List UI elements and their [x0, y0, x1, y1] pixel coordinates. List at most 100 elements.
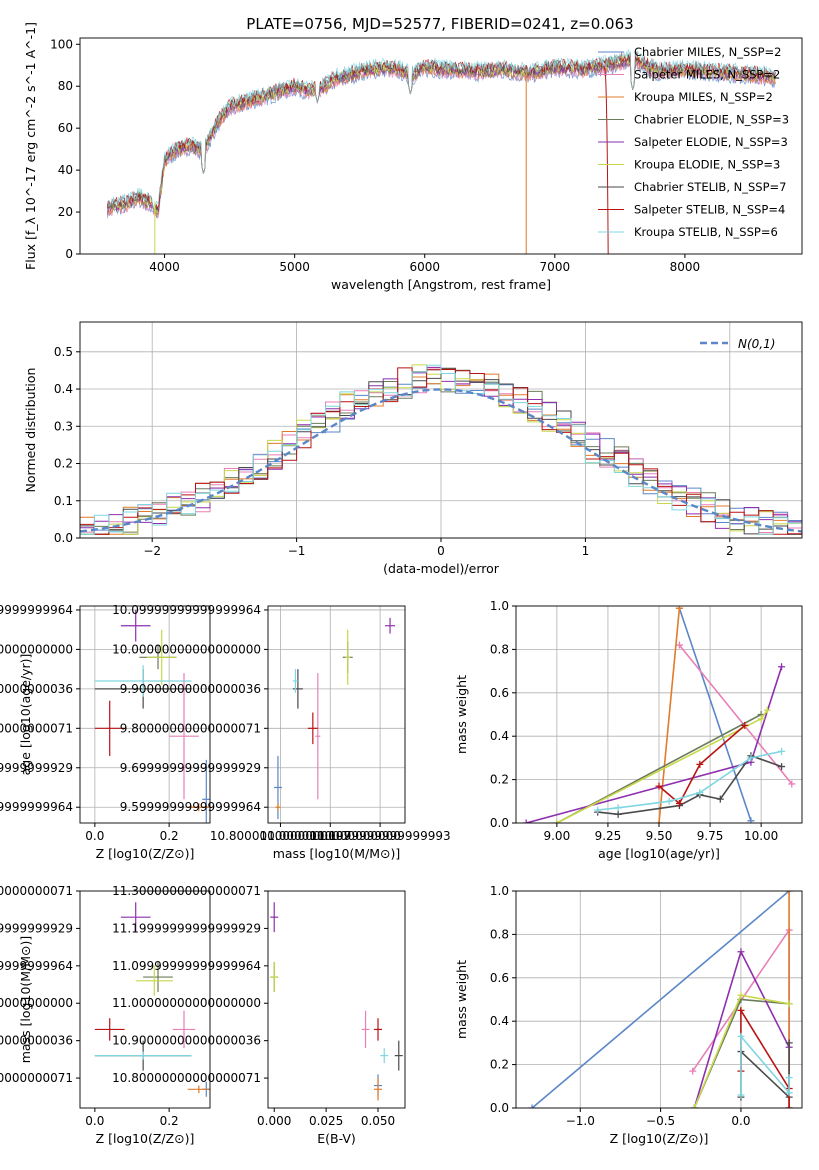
weight-vs-Z-ylabel: mass weight	[454, 960, 469, 1039]
weight-vs-age-marker-kroupa_stelib-1	[614, 804, 622, 812]
mass-vs-ebv-axes: 0.000 0.025 0.050 10.80000000000000071 10.90…	[112, 884, 406, 1146]
weight-vs-age-marker-chabrier_stelib-4	[716, 795, 724, 803]
normal-curve	[80, 388, 802, 533]
x-tick-label-4: 2	[726, 544, 734, 558]
mass-vs-Z-ylabel: mass [log10(M/M⊙)]	[18, 936, 33, 1064]
residuals-plot-area	[80, 364, 802, 535]
y-tick-label-4: 0.4	[54, 382, 73, 396]
legend-label-kroupa_elodie: Kroupa ELODIE, N_SSP=3	[634, 158, 780, 172]
y-tick-label-0: 0.0	[54, 531, 73, 545]
y-tick-label-4: 11.19999999999999929	[0, 921, 73, 935]
hist-kroupa_elodie	[80, 364, 802, 535]
y-tick-label-5: 11.30000000000000071	[112, 884, 261, 898]
y-tick-label-1: 9.69999999999999929	[0, 761, 73, 775]
y-tick-label-4: 0.8	[490, 642, 509, 656]
weight-vs-Z-marker-chabrier_stelib-3	[785, 1039, 793, 1047]
panel-age-vs-Z: 0.0 0.2 9.59999999999999964 9.6999999999999…	[0, 603, 211, 861]
weight-vs-Z-marker-kroupa_elodie-2	[785, 1000, 793, 1008]
weight-vs-Z-marker-kroupa_miles-1	[785, 891, 793, 895]
mass-vs-Z-point-chabrier_elodie	[143, 962, 173, 993]
weight-vs-age-marker-kroupa_stelib-2	[665, 797, 673, 805]
y-tick-label-3: 11.09999999999999964	[112, 959, 261, 973]
weight-vs-Z-marker-salpeter_elodie-1	[737, 948, 745, 956]
weight-vs-age-marker-kroupa_miles-0	[655, 819, 663, 823]
y-tick-label-0: 9.59999999999999964	[0, 800, 73, 814]
weight-vs-age-marker-chabrier_miles-1	[747, 817, 755, 823]
age-vs-Z-point-salpeter_stelib	[94, 700, 125, 756]
residuals-ylabel: Normed distribution	[23, 368, 38, 493]
x-tick-label-1: 0.025	[309, 1114, 343, 1128]
age-vs-Z-point-kroupa_miles	[187, 803, 210, 812]
age-vs-Z-point-salpeter_miles	[169, 673, 199, 800]
y-tick-label-0: 10.80000000000000071	[112, 1071, 261, 1085]
x-tick-label-0: 0.000	[257, 1114, 291, 1128]
mass-vs-ebv-point-kroupa_elodie	[270, 962, 279, 993]
y-tick-label-0: 0.0	[490, 1101, 509, 1115]
y-tick-label-1: 10.90000000000000036	[112, 1034, 261, 1048]
weight-vs-age-marker-salpeter_miles-1	[788, 780, 796, 788]
spectrum-plot-area	[106, 48, 776, 254]
y-tick-label-1: 0.1	[54, 494, 73, 508]
y-tick-label-3: 0.3	[54, 419, 73, 433]
panel-residuals: −2 −1 0 1 2 0.0 0.1 0.2 0.3 0.4 0.5 (data-model)/er…	[23, 321, 803, 576]
legend-label-normal: N(0,1)	[738, 337, 775, 351]
weight-vs-Z-marker-chabrier_miles-0	[528, 1104, 536, 1108]
y-tick-label-3: 60	[58, 121, 73, 135]
weight-vs-age-line-kroupa_miles	[658, 608, 681, 823]
spectrum-mask-drop-2	[603, 67, 609, 254]
weight-vs-age-marker-salpeter_miles-0	[675, 641, 683, 649]
weight-vs-age-marker-kroupa_elodie-1	[757, 715, 765, 723]
mass-vs-Z-frame	[79, 890, 211, 1109]
y-tick-label-0: 9.59999999999999964	[120, 800, 261, 814]
x-tick-label-1: 0.2	[160, 829, 179, 843]
mass-vs-Z-point-salpeter_miles	[172, 1010, 196, 1049]
y-tick-label-2: 0.4	[490, 1014, 509, 1028]
weight-vs-age-marker-kroupa_miles-1	[675, 606, 683, 612]
legend-label-chabrier_elodie: Chabrier ELODIE, N_SSP=3	[634, 113, 789, 127]
x-tick-label-1: 5000	[279, 260, 310, 274]
y-tick-label-3: 9.90000000000000036	[0, 682, 73, 696]
weight-vs-age-marker-kroupa_stelib-5	[778, 747, 786, 755]
y-tick-label-0: 0.0	[490, 816, 509, 830]
x-tick-label-3: 9.75	[697, 829, 724, 843]
x-tick-label-1: 9.25	[595, 829, 622, 843]
y-tick-label-2: 0.2	[54, 457, 73, 471]
x-tick-label-0: 0.0	[85, 1114, 104, 1128]
panel-age-vs-mass: 10.800000000000000711.000000000000000011…	[112, 603, 451, 861]
residuals-xlabel: (data-model)/error	[383, 561, 500, 576]
y-tick-label-0: 0	[65, 247, 73, 261]
age-vs-mass-xlabel: mass [log10(M/M⊙)]	[273, 846, 401, 861]
x-tick-label-2: 0.0	[731, 1114, 750, 1128]
age-vs-Z-point-salpeter_elodie	[120, 609, 151, 642]
weight-vs-age-marker-salpeter_stelib-2	[696, 760, 704, 768]
weight-vs-age-marker-salpeter_stelib-0	[655, 782, 663, 790]
age-vs-Z-point-chabrier_miles	[202, 759, 210, 823]
x-tick-label-0: −1.0	[566, 1114, 595, 1128]
mass-vs-ebv-point-salpeter_miles	[361, 1010, 370, 1049]
panel-mass-vs-Z: 0.0 0.2 10.80000000000000071 10.90000000000…	[0, 884, 211, 1146]
spectrum-xlabel: wavelength [Angstrom, rest frame]	[331, 277, 551, 292]
y-tick-label-5: 1.0	[490, 884, 509, 898]
x-tick-label-0: 4000	[149, 260, 180, 274]
weight-vs-age-marker-kroupa_elodie-0	[553, 819, 561, 823]
weight-vs-age-marker-salpeter_stelib-3	[741, 721, 749, 729]
x-tick-label-0: −2	[143, 544, 161, 558]
x-tick-label-2: 6000	[409, 260, 440, 274]
spectrum-frame	[79, 37, 803, 255]
x-tick-label-1: 11.0000000000000000	[260, 829, 401, 843]
weight-vs-age-marker-kroupa_stelib-3	[696, 789, 704, 797]
y-tick-label-3: 0.6	[490, 686, 509, 700]
y-tick-label-5: 10.09999999999999964	[112, 603, 261, 617]
x-tick-label-4: 8000	[670, 260, 701, 274]
mass-vs-ebv-point-chabrier_stelib	[394, 1040, 403, 1071]
x-tick-label-0: 9.00	[543, 829, 570, 843]
weight-vs-age-marker-kroupa_stelib-4	[747, 754, 755, 762]
y-tick-label-4: 80	[58, 79, 73, 93]
spectrum-axes: 4000 5000 6000 7000 8000 0 20 40 60 80 100 waveleng…	[23, 22, 803, 292]
weight-vs-Z-marker-kroupa_elodie-1	[737, 991, 745, 999]
mass-vs-ebv-point-salpeter_elodie	[270, 902, 279, 933]
mass-vs-Z-point-salpeter_elodie	[120, 902, 151, 933]
weight-vs-age-line-salpeter_stelib	[658, 724, 746, 805]
weight-vs-age-axes: 9.00 9.25 9.50 9.75 10.00 0.0 0.2 0.4 0.6 0.8 1.0 a…	[454, 599, 803, 861]
